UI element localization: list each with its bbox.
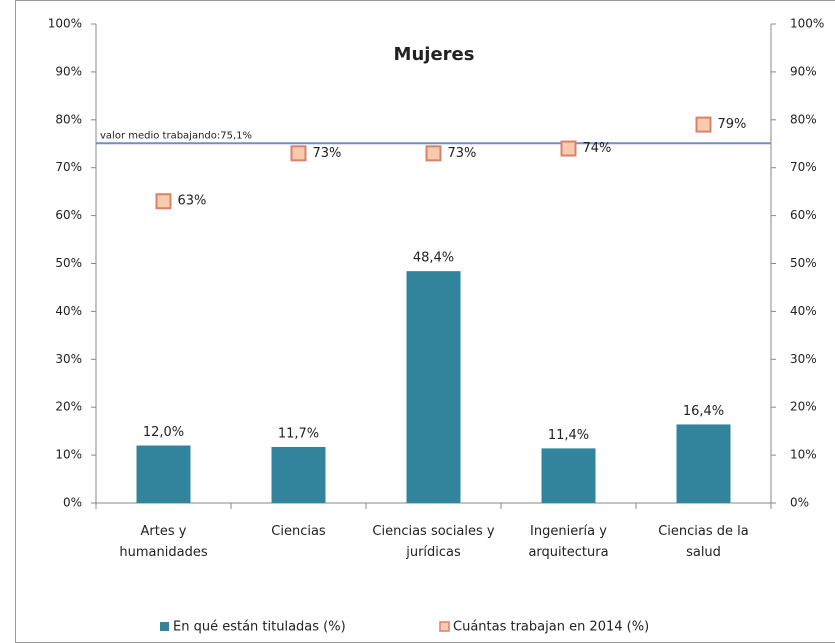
y2-tick-label: 20% (790, 400, 817, 414)
y2-tick-label: 40% (790, 304, 817, 318)
bar (406, 271, 461, 503)
bar-value-label: 48,4% (413, 251, 454, 266)
y-tick-label: 80% (55, 112, 82, 126)
y-tick-label: 20% (55, 400, 82, 414)
y2-tick-label: 90% (790, 64, 817, 78)
y2-tick-label: 60% (790, 208, 817, 222)
marker (290, 145, 307, 162)
marker-value-label: 63% (178, 194, 207, 209)
y2-tick-label: 50% (790, 256, 817, 270)
y-tick-label: 50% (55, 256, 82, 270)
y2-tick-label: 70% (790, 160, 817, 174)
bar-value-label: 12,0% (143, 425, 184, 440)
y2-tick-label: 30% (790, 352, 817, 366)
x-tick-label: Ciencias de la salud (658, 524, 749, 560)
y-tick-label: 100% (48, 17, 82, 31)
bar-value-label: 16,4% (683, 404, 724, 419)
y2-tick-label: 10% (790, 448, 817, 462)
x-tick-label: Ciencias (271, 524, 326, 539)
marker-value-label: 73% (313, 146, 342, 161)
bar (136, 445, 191, 503)
y2-tick-label: 100% (790, 17, 824, 31)
y-tick-label: 10% (55, 448, 82, 462)
legend-label: Cuántas trabajan en 2014 (%) (453, 620, 649, 635)
marker (425, 145, 442, 162)
x-tick-label: Ciencias sociales y jurídicas (372, 524, 495, 560)
legend-swatch (439, 621, 450, 632)
bar (271, 446, 326, 503)
y-tick-label: 40% (55, 304, 82, 318)
legend-swatch (160, 622, 169, 631)
y-tick-label: 60% (55, 208, 82, 222)
marker-value-label: 74% (583, 141, 612, 156)
bar (676, 424, 731, 503)
legend-label: En qué están tituladas (%) (173, 620, 346, 635)
y-tick-label: 30% (55, 352, 82, 366)
bar (541, 448, 596, 503)
x-tick-label: Artes y humanidades (119, 524, 208, 560)
y2-tick-label: 0% (790, 496, 809, 510)
marker (155, 193, 172, 210)
marker-value-label: 79% (718, 117, 747, 132)
y-tick-label: 90% (55, 64, 82, 78)
bar-value-label: 11,7% (278, 426, 319, 441)
reference-label: valor medio trabajando:75,1% (100, 130, 252, 141)
bar-value-label: 11,4% (548, 428, 589, 443)
marker (695, 116, 712, 133)
chart-title: Mujeres (394, 44, 475, 65)
y-tick-label: 0% (63, 496, 82, 510)
marker-value-label: 73% (448, 146, 477, 161)
marker (560, 140, 577, 157)
y-tick-label: 70% (55, 160, 82, 174)
y2-tick-label: 80% (790, 112, 817, 126)
x-tick-label: Ingeniería y arquitectura (528, 524, 609, 560)
